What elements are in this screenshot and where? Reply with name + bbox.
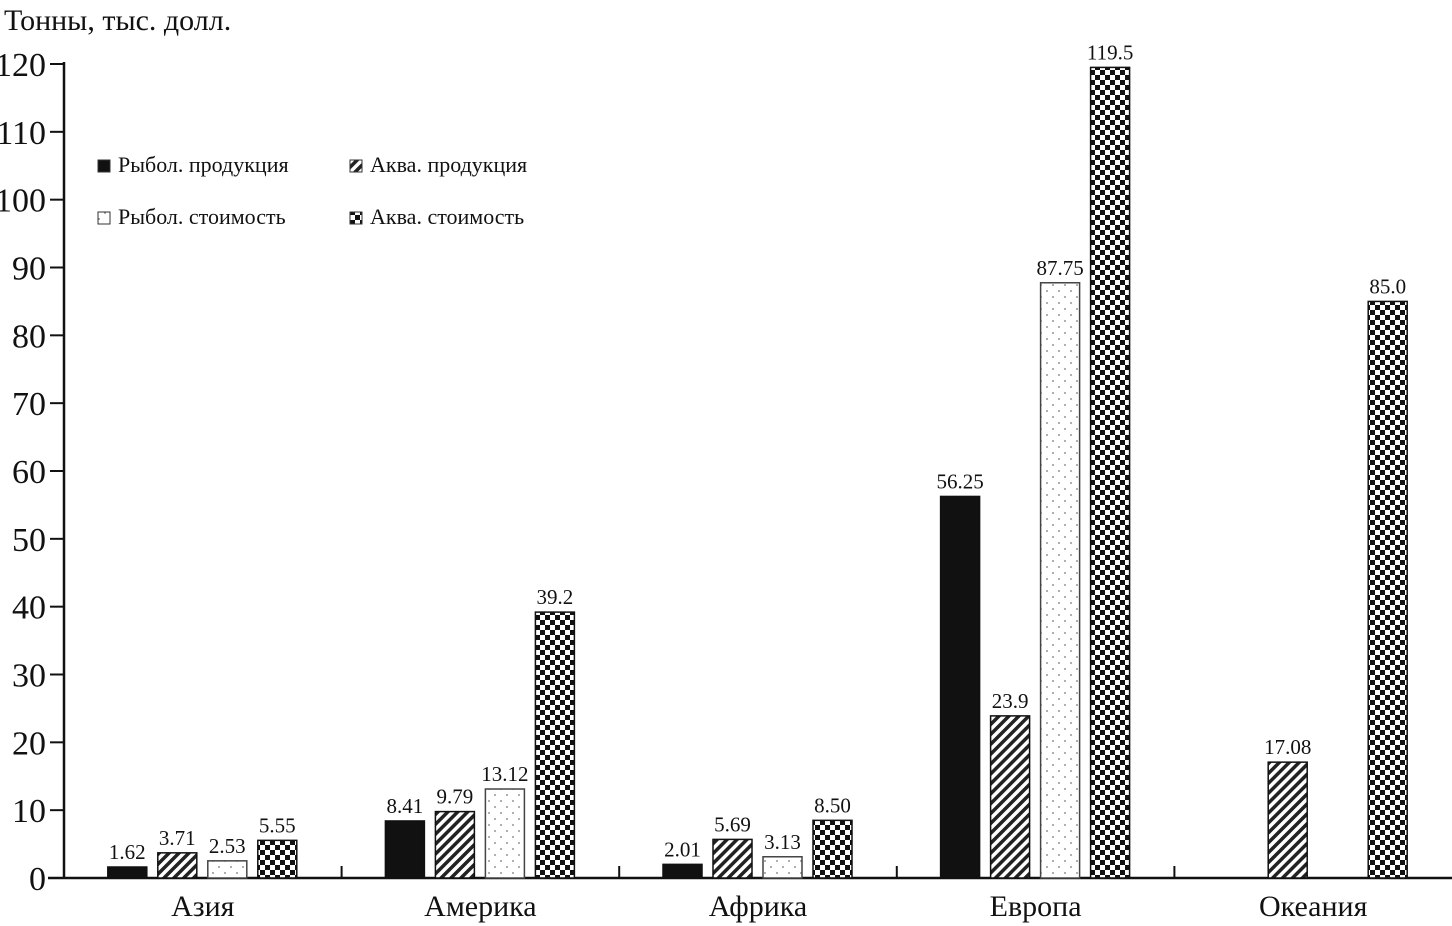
x-tick-label: Европа [990,890,1082,923]
data-label: 119.5 [1087,40,1133,64]
y-tick-label: 60 [12,454,46,491]
bar [939,495,981,879]
bar [207,860,248,879]
bar [1267,761,1308,879]
data-label: 2.01 [664,837,701,861]
y-tick-label: 80 [12,318,46,355]
y-tick-label: 10 [12,793,46,830]
bar [712,838,753,879]
bar [1039,282,1081,879]
data-label: 5.69 [714,812,751,836]
legend-label: Аква. стоимость [370,204,524,229]
data-label: 9.79 [437,785,474,809]
bar [434,810,476,879]
bar [662,863,703,879]
bar [384,820,426,879]
y-axis-label: Тонны, тыс. долл. [4,4,231,37]
y-tick-label: 20 [12,725,46,762]
data-label: 17.08 [1264,735,1311,759]
bar [484,788,526,879]
bar [257,839,298,879]
y-tick-label: 120 [0,47,46,84]
y-tick-label: 90 [12,251,46,288]
legend-swatch [349,211,363,225]
x-tick-label: Америка [424,890,536,923]
bar [157,852,198,879]
legend-swatch [97,159,111,173]
bar [1367,300,1408,879]
data-label: 85.0 [1369,274,1406,298]
y-tick-label: 0 [29,861,46,898]
x-tick-label: Азия [171,890,235,923]
y-tick-label: 70 [12,386,46,423]
y-tick-label: 40 [12,590,46,627]
bar [107,866,148,879]
data-label: 87.75 [1036,256,1083,280]
x-tick-label: Африка [709,890,807,923]
data-label: 8.50 [814,793,851,817]
y-tick-label: 100 [0,183,46,220]
x-tick-label: Океания [1259,890,1368,923]
y-tick-label: 30 [12,658,46,695]
data-label: 56.25 [936,469,983,493]
data-label: 23.9 [992,689,1029,713]
data-label: 1.62 [109,840,146,864]
legend-label: Рыбол. стоимость [118,204,286,229]
bar [989,715,1031,879]
bar [762,856,803,879]
data-label: 3.71 [159,826,196,850]
bar [1089,66,1131,879]
legend-swatch [349,159,363,173]
legend-label: Рыбол. продукция [118,152,289,177]
data-label: 39.2 [537,585,574,609]
y-tick-label: 50 [12,522,46,559]
data-label: 2.53 [209,834,246,858]
y-tick-label: 110 [0,115,46,152]
data-label: 3.13 [764,830,801,854]
data-label: 5.55 [259,813,296,837]
data-label: 8.41 [387,794,424,818]
legend-swatch [97,211,111,225]
legend-label: Аква. продукция [370,152,527,177]
data-label: 13.12 [481,762,528,786]
bar [812,819,853,879]
bar [534,611,576,879]
